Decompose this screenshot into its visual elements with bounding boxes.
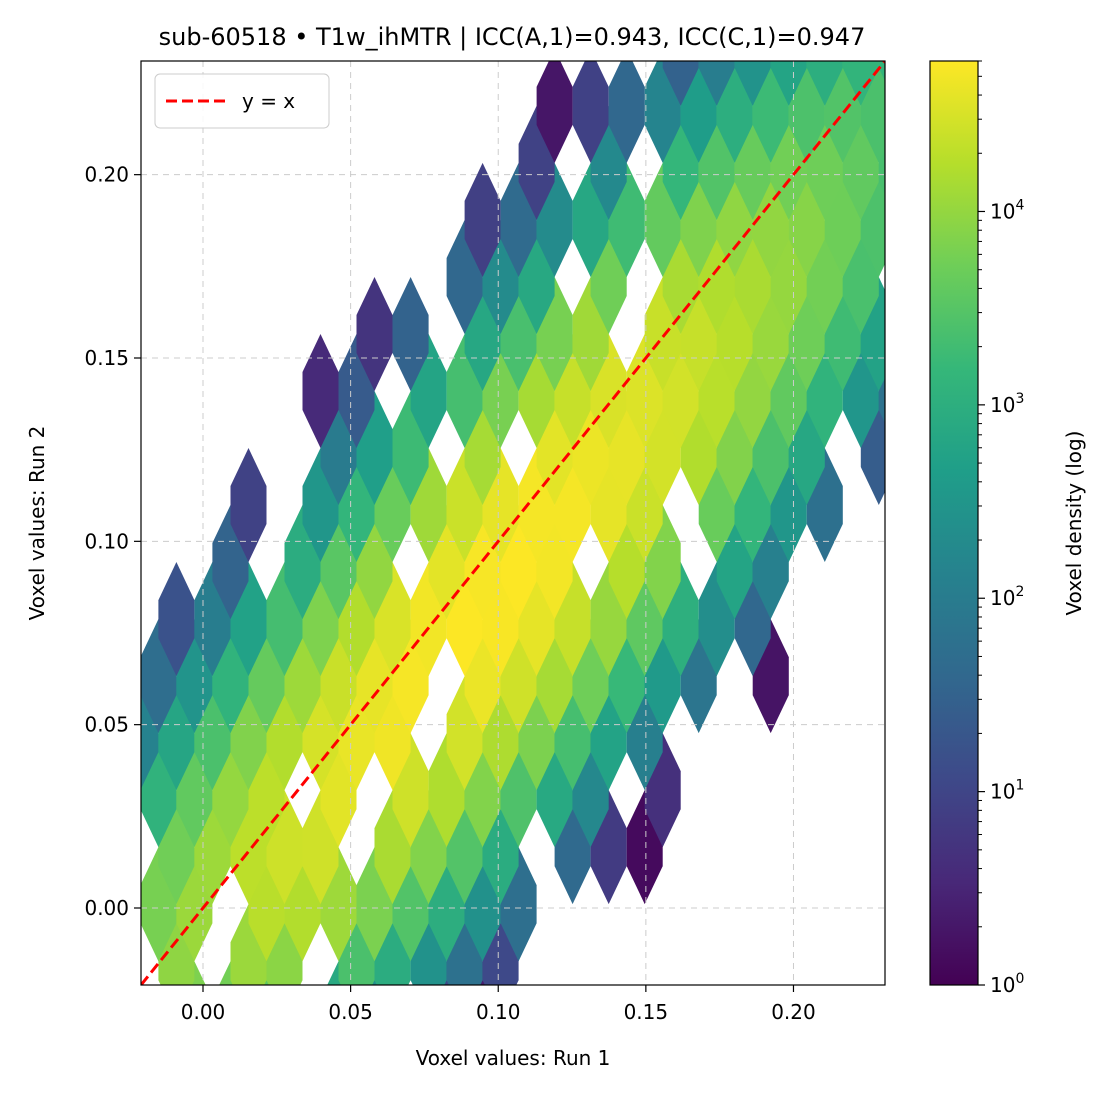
grid-lines — [141, 61, 885, 985]
legend: y = x — [154, 73, 330, 129]
reference-line-y-equals-x — [141, 61, 885, 985]
hexbin-cell — [392, 277, 429, 391]
hexbin-cell — [302, 334, 339, 448]
colorbar-tick-label: 104 — [990, 197, 1024, 223]
hexbin-cell — [536, 61, 573, 163]
hexbin-cell — [734, 61, 771, 106]
hexbin-cell — [897, 277, 933, 391]
plot-frame — [140, 60, 886, 986]
hexbin-cell — [104, 961, 140, 1075]
x-tick-label: 0.05 — [328, 1000, 373, 1024]
hexbin-cell — [897, 163, 933, 277]
x-axis-label: Voxel values: Run 1 — [416, 1046, 611, 1070]
chart-title: sub-60518 • T1w_ihMTR | ICC(A,1)=0.943, … — [159, 23, 866, 51]
hexbin-cell — [158, 562, 195, 677]
hexbin-cell — [806, 61, 843, 106]
hexbin-cell — [662, 61, 699, 106]
colorbar-tick-label: 100 — [990, 971, 1024, 997]
plot-area: 0.00 0.05 0.10 0.15 0.20 0.00 0.05 0.10 0.15 0.2… — [84, 0, 933, 1093]
x-tick-label: 0.00 — [181, 1000, 226, 1024]
y-tick-label: 0.20 — [84, 163, 129, 187]
hexbin-cell — [230, 448, 267, 562]
hexbin-cell — [464, 162, 501, 277]
colorbar-tick-label: 102 — [990, 584, 1024, 610]
hexbin-cell — [698, 61, 735, 106]
reference-line-layer — [141, 61, 885, 985]
hexbin-cell — [303, 1018, 339, 1093]
hexbin-cell — [897, 49, 933, 163]
colorbar-gradient — [930, 61, 978, 985]
hexbin-cell — [878, 61, 885, 81]
colorbar-label: Voxel density (log) — [1062, 431, 1086, 616]
hexbin-layer — [104, 0, 933, 1093]
hexbin-cell — [897, 0, 933, 49]
hexbin-cell — [842, 61, 879, 106]
hexbin-cell — [861, 0, 897, 49]
hexbin-cell — [356, 277, 393, 391]
hexbin-cell — [897, 391, 933, 505]
colorbar: 100 101 102 103 104 Voxel density (log) — [929, 60, 1086, 997]
legend-entry-label: y = x — [242, 89, 295, 113]
y-tick-label: 0.05 — [84, 713, 129, 737]
hexbin-cell — [267, 1018, 303, 1093]
x-tick-label: 0.10 — [476, 1000, 521, 1024]
y-axis-ticks: 0.00 0.05 0.10 0.15 0.20 — [84, 163, 141, 920]
colorbar-frame — [929, 60, 979, 986]
x-tick-label: 0.15 — [624, 1000, 669, 1024]
hexbin-cell — [158, 1018, 194, 1093]
y-tick-label: 0.10 — [84, 529, 129, 553]
colorbar-tick-label: 103 — [990, 391, 1024, 417]
x-axis-ticks: 0.00 0.05 0.10 0.15 0.20 — [181, 985, 816, 1024]
hexbin-cell — [339, 1018, 375, 1093]
y-tick-label: 0.15 — [84, 346, 129, 370]
hexbin-cell — [122, 1018, 158, 1093]
y-axis-label: Voxel values: Run 2 — [25, 426, 49, 621]
colorbar-ticks: 100 101 102 103 104 — [978, 60, 1024, 997]
y-tick-label: 0.00 — [84, 896, 129, 920]
hexbin-cell — [231, 1018, 267, 1093]
hexbin-cell — [104, 733, 140, 847]
hexbin-cell — [194, 1018, 230, 1093]
hexbin-cell — [572, 61, 609, 163]
hexbin-cell — [608, 61, 645, 163]
x-tick-label: 0.20 — [771, 1000, 816, 1024]
legend-box — [154, 73, 330, 129]
colorbar-tick-label: 101 — [990, 778, 1024, 804]
hexbin-cell — [770, 61, 807, 106]
